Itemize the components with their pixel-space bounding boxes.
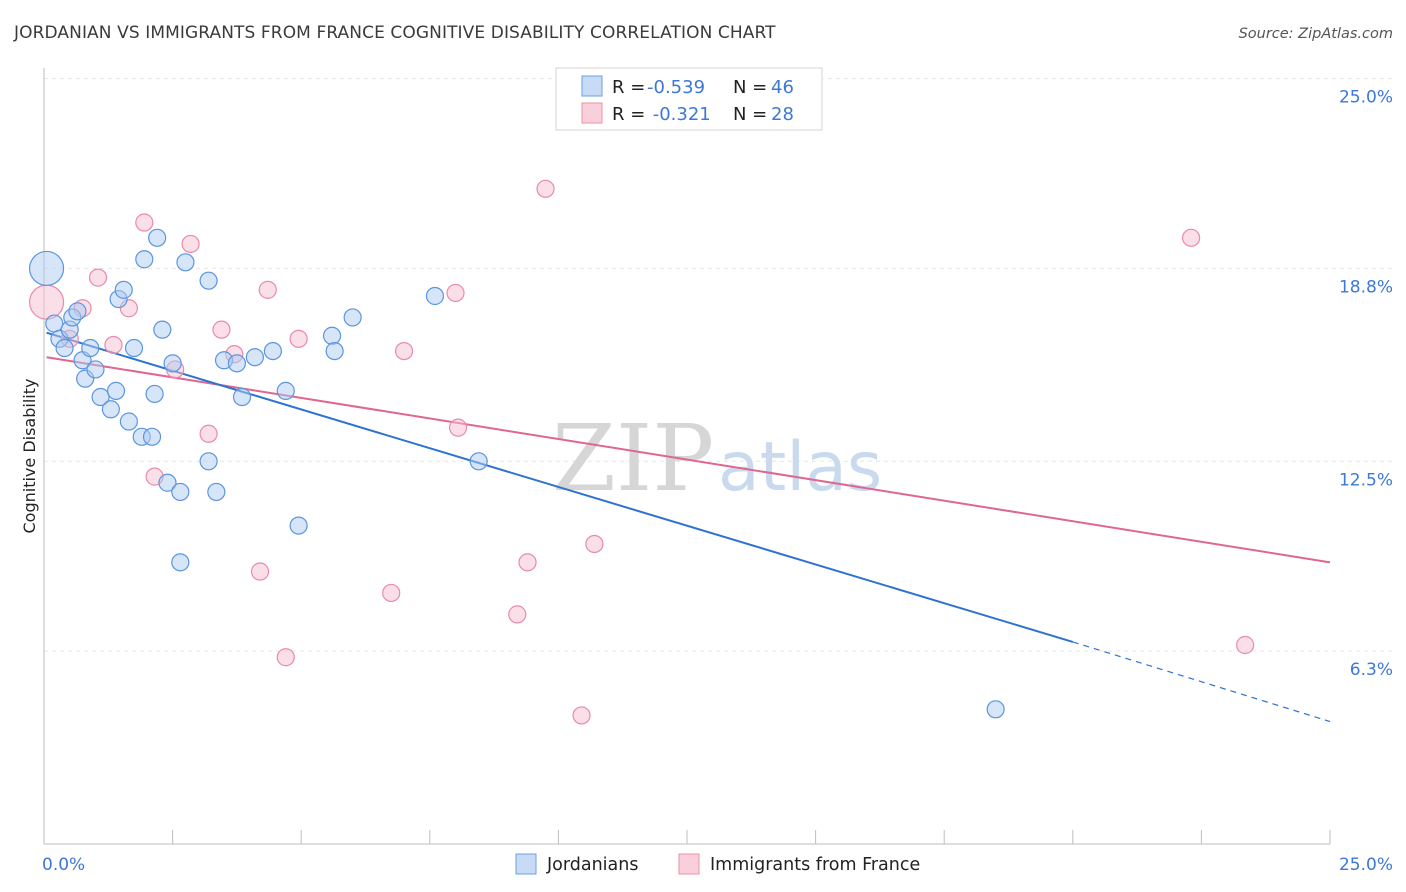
correlation-legend: R = -0.539 N = 46 R = -0.321 N = 28 [555,67,823,131]
point-jordanians-42 [425,286,445,306]
point-france-25 [585,534,604,554]
scatter-points [28,179,1255,725]
point-france-18 [394,341,414,361]
point-jordanians-30 [199,271,218,290]
point-jordanians-11 [91,387,110,407]
y-tick-label-2: 18.8% [1339,277,1393,297]
point-jordanians-26 [171,482,190,502]
watermark-zip: ZIP [552,405,714,512]
trend-line-jordanians-extension [1072,641,1331,723]
point-jordanians-39 [322,326,342,345]
point-jordanians-40 [325,341,344,361]
point-france-10 [199,424,218,443]
point-france-6 [135,213,154,232]
point-france-4 [104,335,123,355]
point-jordanians-13 [106,381,126,400]
point-france-0 [28,284,65,320]
point-jordanians-6 [68,302,87,321]
trend-line-jordanians [46,331,1074,643]
point-jordanians-29 [199,452,218,471]
point-france-11 [212,320,231,339]
point-france-20 [448,418,468,437]
point-france-13 [250,562,270,581]
legend-r-label-1: R = [612,77,645,98]
point-jordanians-22 [148,228,167,247]
point-jordanians-0 [28,250,65,287]
legend-swatch-france [581,102,603,124]
point-france-23 [536,179,555,198]
point-jordanians-9 [81,338,100,358]
point-france-27 [1236,635,1255,655]
point-jordanians-20 [142,427,162,446]
point-jordanians-38 [289,516,308,535]
legend-n-value-1: 46 [771,77,794,98]
point-jordanians-31 [207,482,226,502]
trend-lines [46,331,1331,723]
legend-r-value-1: -0.539 [647,77,705,98]
x-tick-label-1: 25.0% [1339,855,1393,875]
legend-r-label-2: R = [612,104,645,125]
point-france-17 [382,583,401,603]
point-france-9 [181,234,200,254]
point-jordanians-34 [232,387,252,407]
point-jordanians-24 [158,473,177,492]
bottom-legend-swatch-france [678,853,700,875]
series-legend: Jordanians Immigrants from France [515,853,920,875]
point-france-26 [1182,228,1201,247]
point-jordanians-19 [135,250,154,269]
point-france-21 [508,605,527,624]
y-tick-labels: 6.3% 12.5% 18.8% 25.0% [1339,88,1393,681]
point-jordanians-28 [176,253,195,272]
bottom-legend-label-france: Immigrants from France [710,855,920,875]
point-jordanians-44 [986,700,1005,719]
point-jordanians-10 [86,360,105,379]
bottom-legend-swatch-jordanians [515,853,537,875]
point-jordanians-21 [145,384,164,404]
point-jordanians-25 [163,354,182,373]
point-france-16 [289,329,308,348]
point-jordanians-36 [263,341,283,361]
y-tick-label-0: 6.3% [1350,660,1393,680]
point-jordanians-16 [119,412,138,431]
point-jordanians-33 [227,354,246,373]
point-jordanians-23 [153,320,172,339]
point-france-24 [572,706,591,725]
legend-swatch-jordanians [581,75,603,97]
watermark-atlas: atlas [718,428,882,507]
point-jordanians-1 [45,314,64,333]
point-france-19 [446,283,465,303]
trend-line-france [46,356,1331,564]
point-jordanians-41 [343,308,362,327]
point-jordanians-27 [171,553,190,572]
point-france-22 [518,553,537,572]
x-tick-label-0: 0.0% [42,855,85,875]
x-axis-ticks [43,830,1331,844]
bottom-legend-label-jordanians: Jordanians [546,855,638,875]
source-credit: Source: ZipAtlas.com [1239,26,1393,42]
y-tick-label-3: 25.0% [1339,88,1393,108]
point-france-14 [258,280,277,299]
point-france-3 [88,268,108,287]
y-tick-label-1: 12.5% [1339,470,1393,490]
y-axis-title: Cognitive Disability [20,379,39,534]
legend-r-value-2: -0.321 [647,104,711,125]
point-jordanians-17 [124,338,144,358]
legend-n-label-1: N = [733,77,767,98]
point-jordanians-12 [101,400,120,419]
point-jordanians-37 [276,381,295,400]
point-jordanians-43 [469,452,488,471]
legend-n-label-2: N = [733,104,767,125]
legend-n-value-2: 28 [771,104,794,125]
chart-title: JORDANIAN VS IMMIGRANTS FROM FRANCE COGN… [13,23,776,43]
x-tick-labels: 0.0% 25.0% [42,855,1393,875]
point-france-15 [276,648,295,667]
point-jordanians-15 [114,280,133,299]
grid-lines [44,78,1392,652]
point-jordanians-35 [245,348,265,367]
point-jordanians-3 [55,338,74,358]
